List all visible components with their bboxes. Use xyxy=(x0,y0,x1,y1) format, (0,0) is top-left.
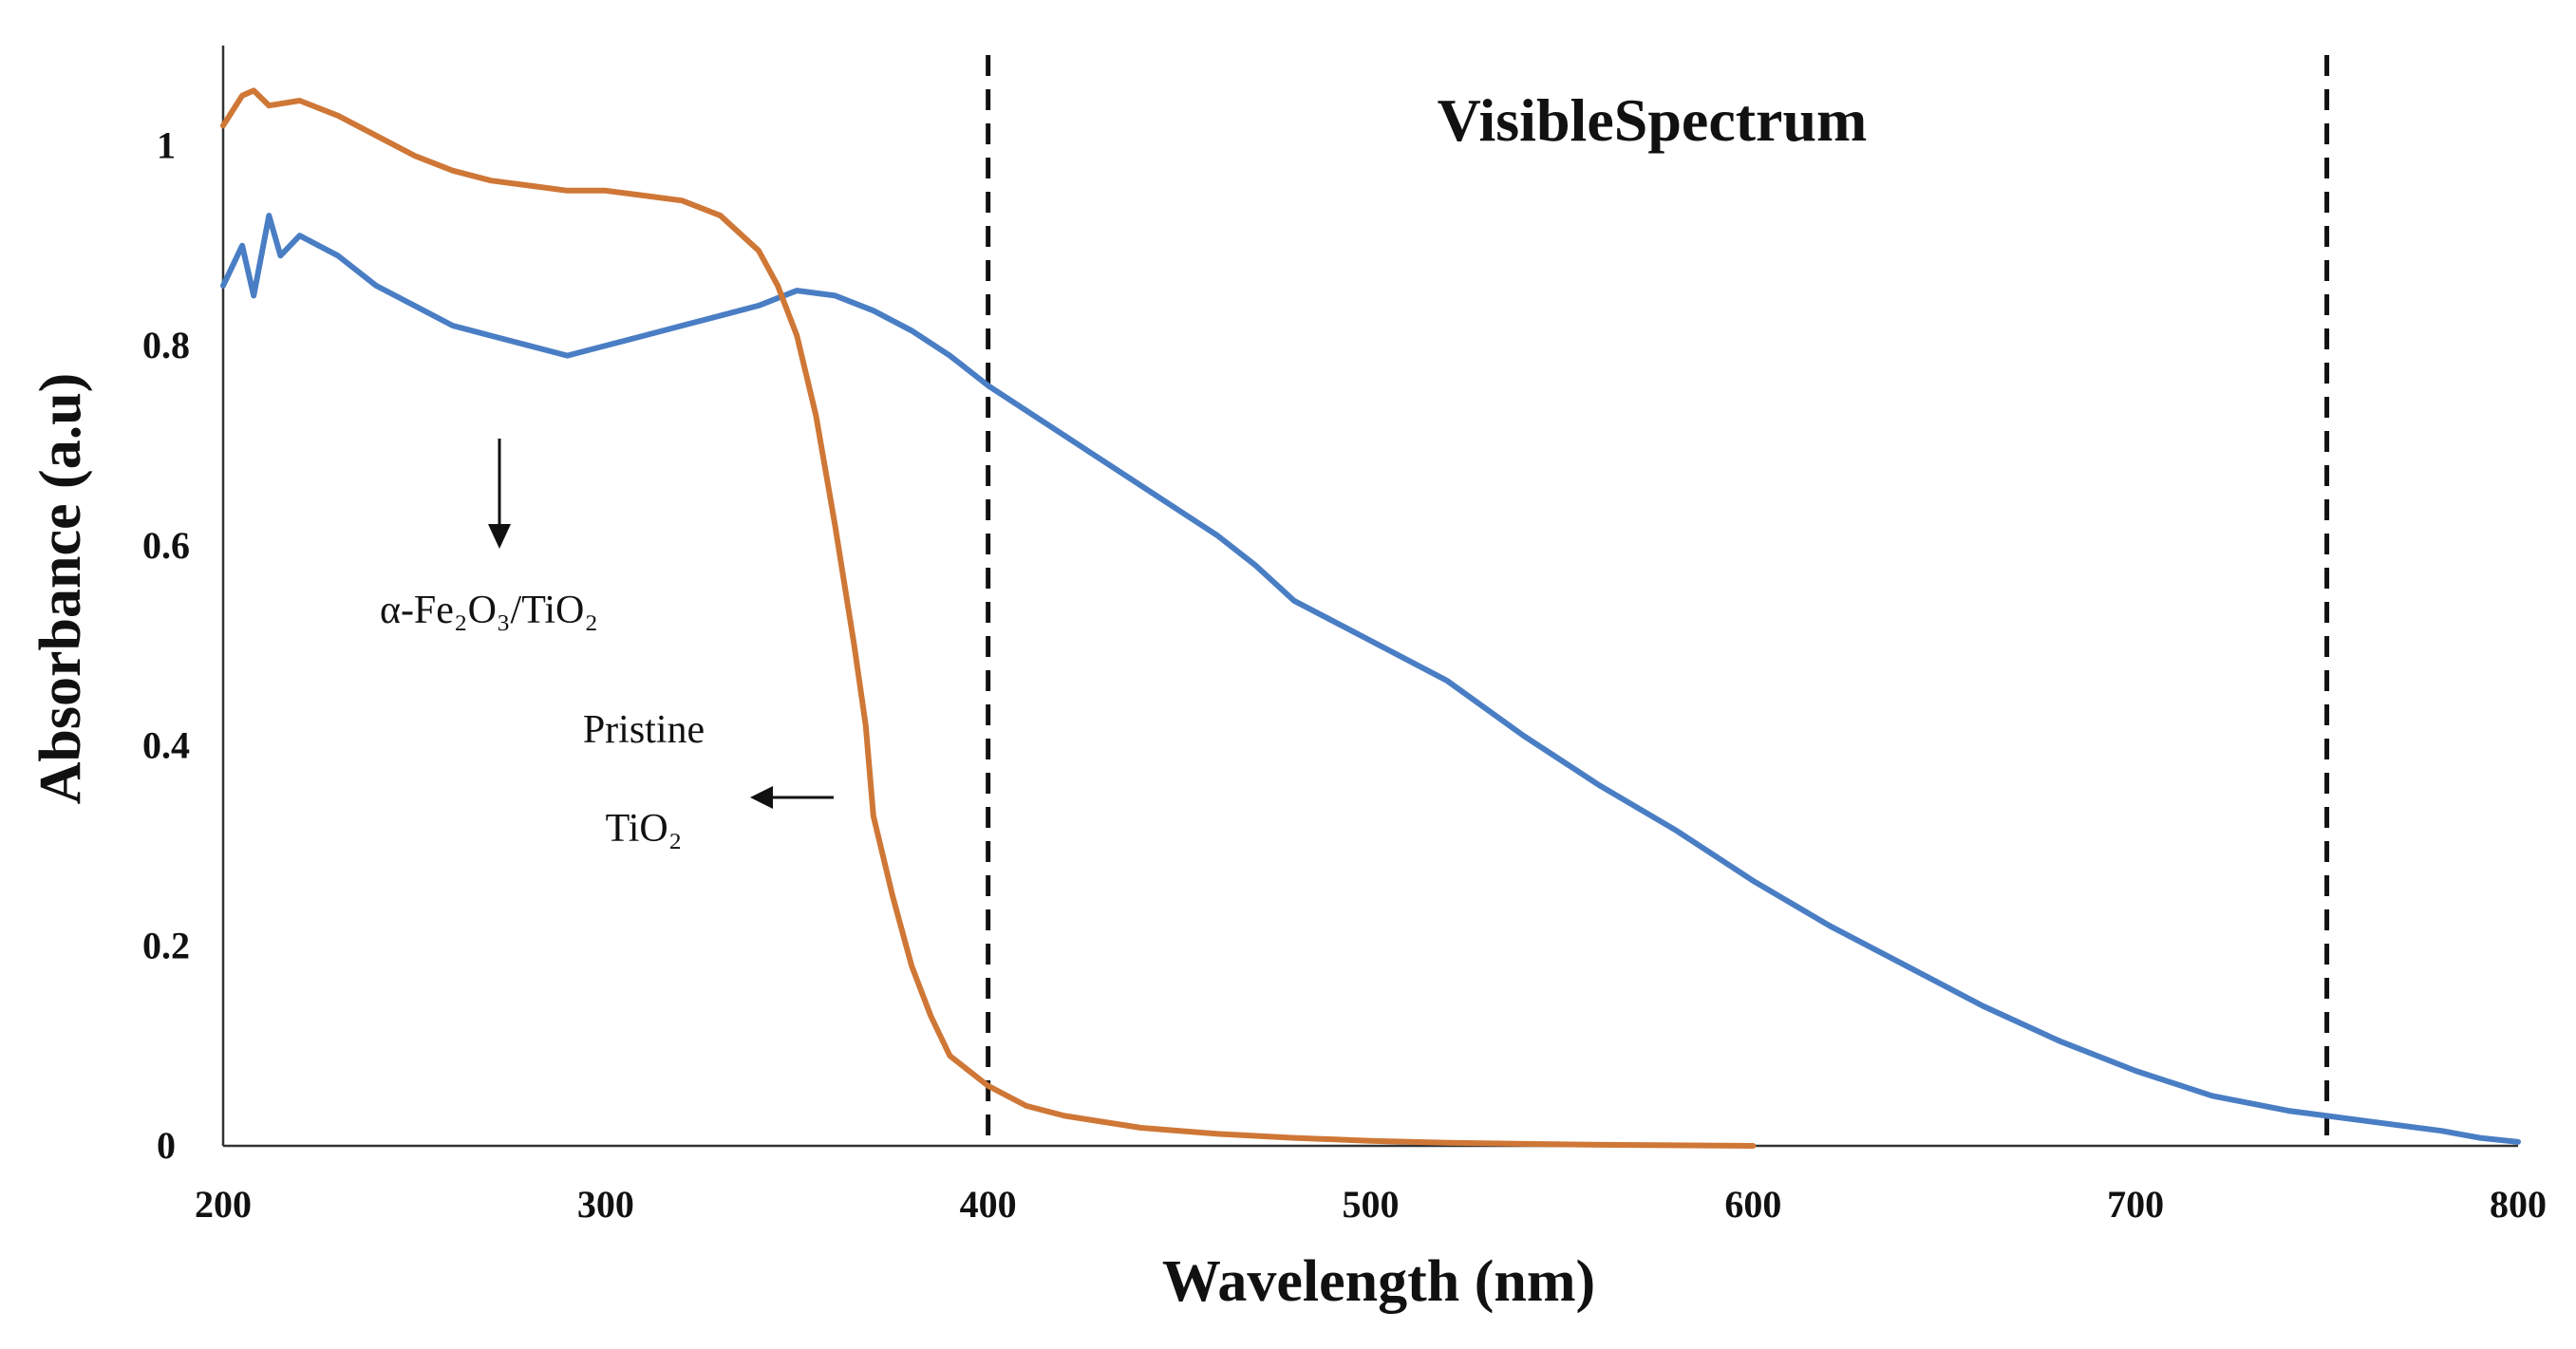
y-tick-label: 0.6 xyxy=(142,524,190,567)
y-tick-label: 0.8 xyxy=(142,324,190,366)
y-tick-label: 1 xyxy=(157,123,176,166)
tio2-arrowhead-icon xyxy=(750,786,773,809)
chart-axes xyxy=(221,46,2518,1148)
x-tick-label: 700 xyxy=(2107,1183,2164,1226)
series-line-fe2o3_tio2 xyxy=(220,213,2521,1145)
series-lines xyxy=(220,87,2521,1149)
x-axis-title: Wavelength (nm) xyxy=(1162,1249,1595,1314)
x-tick-label: 800 xyxy=(2490,1183,2547,1226)
tio2-label-line2: TiO₂ xyxy=(606,807,683,851)
fe2o3-annotation: α-Fe₂O₃/TiO₂ xyxy=(380,439,598,632)
visible-band-markers xyxy=(986,55,2330,1139)
x-tick-label: 400 xyxy=(960,1183,1017,1226)
y-tick-label: 0 xyxy=(157,1124,176,1167)
visible-spectrum-label: VisibleSpectrum xyxy=(1438,86,1868,154)
tio2-annotation: Pristine TiO₂ xyxy=(583,708,834,851)
x-tick-labels: 200 300 400 500 600 700 800 xyxy=(195,1183,2547,1226)
x-tick-label: 200 xyxy=(195,1183,252,1226)
fe2o3-label: α-Fe₂O₃/TiO₂ xyxy=(380,589,598,632)
series-line-pristine_tio2 xyxy=(220,87,1757,1149)
x-tick-label: 600 xyxy=(1724,1183,1781,1226)
x-tick-label: 300 xyxy=(577,1183,634,1226)
fe2o3-arrowhead-icon xyxy=(488,524,511,549)
x-tick-label: 500 xyxy=(1343,1183,1400,1226)
tio2-label-line1: Pristine xyxy=(583,708,705,752)
y-tick-labels: 0 0.2 0.4 0.6 0.8 1 xyxy=(142,123,190,1167)
y-axis-title: Absorbance (a.u) xyxy=(28,373,93,805)
y-tick-label: 0.2 xyxy=(142,924,190,966)
y-tick-label: 0.4 xyxy=(142,724,190,767)
